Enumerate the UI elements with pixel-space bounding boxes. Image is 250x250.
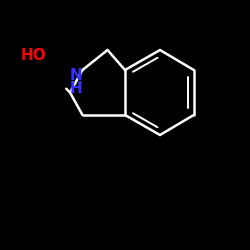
Text: N: N — [70, 68, 82, 82]
Text: HO: HO — [21, 48, 46, 62]
Text: H: H — [70, 81, 82, 96]
